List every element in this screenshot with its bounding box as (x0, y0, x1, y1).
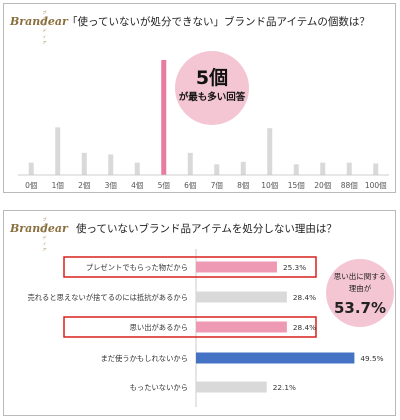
category-label: もったいないから (130, 383, 188, 392)
bar-6個 (187, 152, 193, 175)
callout-text: が最も多い回答 (179, 91, 246, 103)
bar-5個 (161, 60, 167, 175)
x-tick-label: 8個 (237, 180, 249, 190)
bar-10個 (267, 128, 273, 175)
callout-text-2: 理由が (349, 283, 372, 293)
chart-title: 使っていないブランド品アイテムを処分しない理由は？ (76, 223, 337, 235)
chart-title: 「使っていないが処分できない」ブランド品アイテムの個数は？ (67, 16, 370, 28)
category-label: プレゼントでもらった物だから (86, 263, 188, 272)
x-tick-label: 4個 (131, 180, 143, 190)
category-label: 売れると思えないが捨てるのには抵抗があるから (27, 293, 188, 302)
callout-number: 5個 (196, 67, 228, 89)
callout-circle (326, 259, 394, 327)
x-tick-label: 0個 (25, 180, 37, 190)
bar-reason-2 (196, 291, 287, 303)
category-label: まだ使うかもしれないから (100, 354, 188, 363)
category-label: 思い出があるから (130, 323, 188, 332)
highlight-box (63, 316, 317, 338)
bar-3個 (108, 154, 114, 175)
reasons-bar-chart: プレゼントでもらった物だから 25.3% 売れると思えないが捨てるのには抵抗があるか… (27, 249, 394, 407)
x-tick-label: 15個 (288, 180, 305, 190)
callout-circle (175, 51, 249, 125)
x-tick-label: 1個 (52, 180, 64, 190)
callout-number: 53.7% (334, 299, 386, 317)
bar-20個 (320, 162, 326, 175)
x-tick-label: 5個 (158, 180, 170, 190)
chart-panel-item-count: ブランディア Brandear 「使っていないが処分できない」ブランド品アイテム… (3, 3, 396, 193)
x-tick-label: 7個 (211, 180, 223, 190)
highlight-box (63, 256, 317, 278)
x-tick-label: 100個 (365, 180, 387, 190)
bar-88個 (346, 162, 352, 175)
x-tick-label: 10個 (261, 180, 278, 190)
callout-text-1: 思い出に関する (334, 271, 387, 281)
bar-reason-5 (196, 381, 267, 393)
bar-100個 (373, 163, 379, 175)
item-count-bar-chart: 0個 1個 2個 3個 4個 5個 6個 7個 8個 10個 15個 20個 88個 100個 5個 が最… (18, 51, 389, 190)
bar-1個 (55, 127, 61, 175)
x-tick-label: 20個 (314, 180, 331, 190)
bar-reason-3 (196, 321, 287, 333)
bar-15個 (293, 164, 299, 175)
value-label: 25.3% (283, 263, 306, 272)
value-label: 28.4% (293, 293, 316, 302)
bar-2個 (81, 152, 87, 175)
bar-reason-4 (196, 352, 355, 364)
bar-4個 (134, 162, 140, 175)
x-tick-label: 2個 (78, 180, 90, 190)
value-label: 49.5% (360, 354, 383, 363)
bar-8個 (240, 161, 246, 175)
value-label: 28.4% (293, 323, 316, 332)
x-tick-label: 6個 (184, 180, 196, 190)
bar-0個 (28, 162, 34, 175)
value-label: 22.1% (273, 383, 296, 392)
bar-7個 (214, 164, 220, 175)
chart-panel-reasons: ブランディア Brandear 使っていないブランド品アイテムを処分しない理由は… (3, 210, 396, 416)
x-tick-label: 88個 (341, 180, 358, 190)
x-tick-label: 3個 (105, 180, 117, 190)
bar-reason-1 (196, 261, 277, 273)
